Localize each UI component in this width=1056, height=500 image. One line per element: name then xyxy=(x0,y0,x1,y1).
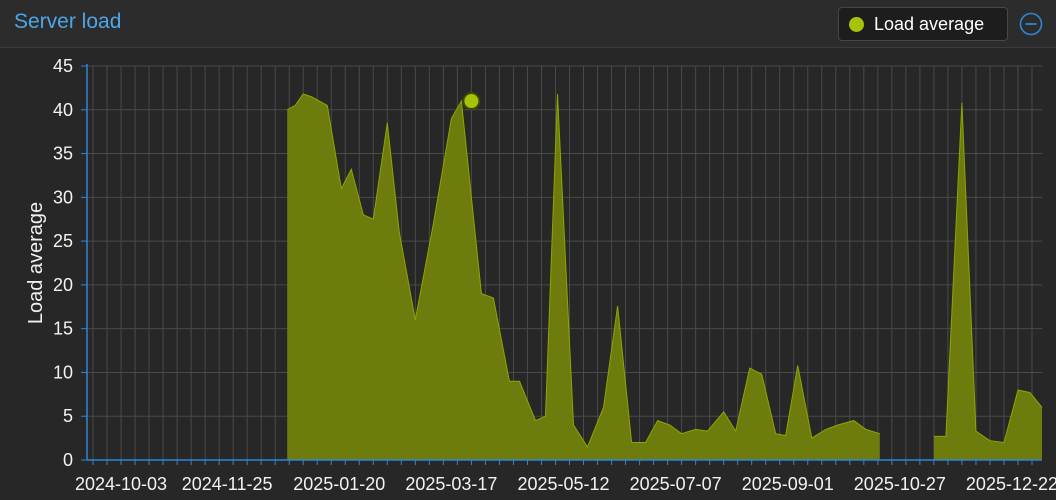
y-tick-label: 25 xyxy=(53,231,73,251)
panel-header: Server load Load average xyxy=(0,0,1056,48)
y-axis-title: Load average xyxy=(25,202,47,324)
legend-label: Load average xyxy=(874,13,985,34)
minus-circle-icon[interactable] xyxy=(1019,12,1043,36)
y-tick-label: 15 xyxy=(53,319,73,339)
chart-labels: 0 5 10 15 20 25 30 35 40 45 2024-10-03 2024-11-25 20… xyxy=(25,56,1056,494)
x-tick-label: 2025-01-20 xyxy=(293,474,385,494)
highlighted-point-marker xyxy=(462,92,481,111)
legend-marker-icon xyxy=(849,16,864,32)
y-tick-label: 5 xyxy=(63,406,73,426)
load-average-chart: 0 5 10 15 20 25 30 35 40 45 2024-10-03 2024-11-25 20… xyxy=(25,56,1056,494)
x-tick-label: 2025-12-22 xyxy=(966,474,1056,494)
series-area-load-average xyxy=(933,102,1042,461)
y-tick-label: 0 xyxy=(63,450,73,470)
chart-series-area xyxy=(286,93,1043,461)
series-area-load-average xyxy=(287,94,880,460)
chart-axes xyxy=(81,64,1042,465)
x-tick-label: 2025-09-01 xyxy=(742,474,834,494)
y-tick-label: 40 xyxy=(53,100,73,120)
y-tick-label: 10 xyxy=(53,362,73,382)
legend-toggle-load-average[interactable]: Load average xyxy=(838,7,1008,41)
y-tick-label: 35 xyxy=(53,144,73,164)
panel-title: Server load xyxy=(14,10,122,33)
x-tick-label: 2024-10-03 xyxy=(75,474,167,494)
x-tick-label: 2024-11-25 xyxy=(182,474,273,494)
x-tick-label: 2025-03-17 xyxy=(405,474,497,494)
chart-markers xyxy=(462,92,481,111)
y-tick-label: 30 xyxy=(53,187,73,207)
x-tick-label: 2025-05-12 xyxy=(517,474,609,494)
x-tick-label: 2025-07-07 xyxy=(630,474,722,494)
y-tick-label: 20 xyxy=(53,275,73,295)
y-tick-label: 45 xyxy=(53,56,73,76)
x-tick-label: 2025-10-27 xyxy=(854,474,946,494)
